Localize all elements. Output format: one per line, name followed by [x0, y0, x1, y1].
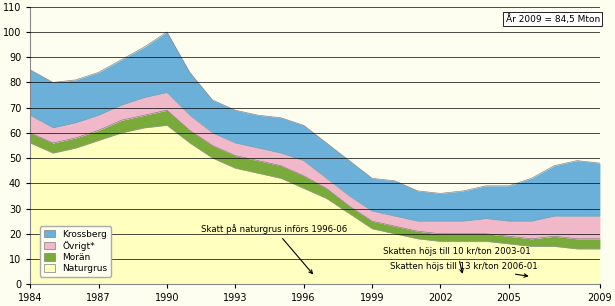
Text: Skatten höjs till 13 kr/ton 2006-01: Skatten höjs till 13 kr/ton 2006-01: [391, 262, 538, 277]
Text: År 2009 = 84,5 Mton: År 2009 = 84,5 Mton: [506, 14, 600, 24]
Legend: Krossberg, Övrigt*, Morän, Naturgrus: Krossberg, Övrigt*, Morän, Naturgrus: [41, 226, 111, 277]
Text: Skatt på naturgrus införs 1996-06: Skatt på naturgrus införs 1996-06: [201, 224, 347, 274]
Text: Skatten höjs till 10 kr/ton 2003-01: Skatten höjs till 10 kr/ton 2003-01: [383, 247, 531, 273]
